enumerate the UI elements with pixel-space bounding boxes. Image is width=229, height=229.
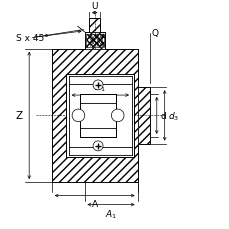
Text: U: U (91, 2, 98, 11)
Text: S x 45°: S x 45° (16, 34, 48, 43)
Bar (84, 33, 104, 49)
Text: $A_2$: $A_2$ (92, 95, 104, 108)
Text: d: d (159, 112, 165, 120)
Circle shape (72, 110, 84, 122)
Text: A: A (91, 199, 97, 208)
Bar (137, 88, 149, 144)
Circle shape (93, 81, 103, 90)
Text: $d_3$: $d_3$ (167, 110, 178, 122)
Text: $A_1$: $A_1$ (104, 208, 117, 221)
Circle shape (93, 141, 103, 151)
Bar (80, 95, 116, 137)
Bar (89, 19, 100, 33)
Text: $B_1$: $B_1$ (94, 81, 106, 93)
Bar (80, 128, 116, 137)
Bar (68, 147, 131, 155)
Text: Z: Z (15, 111, 22, 121)
Circle shape (111, 110, 123, 122)
Text: Q: Q (150, 29, 158, 38)
Bar (85, 35, 103, 47)
Bar (52, 49, 137, 182)
Bar (68, 76, 131, 85)
Bar (80, 95, 116, 104)
Bar (66, 74, 134, 158)
